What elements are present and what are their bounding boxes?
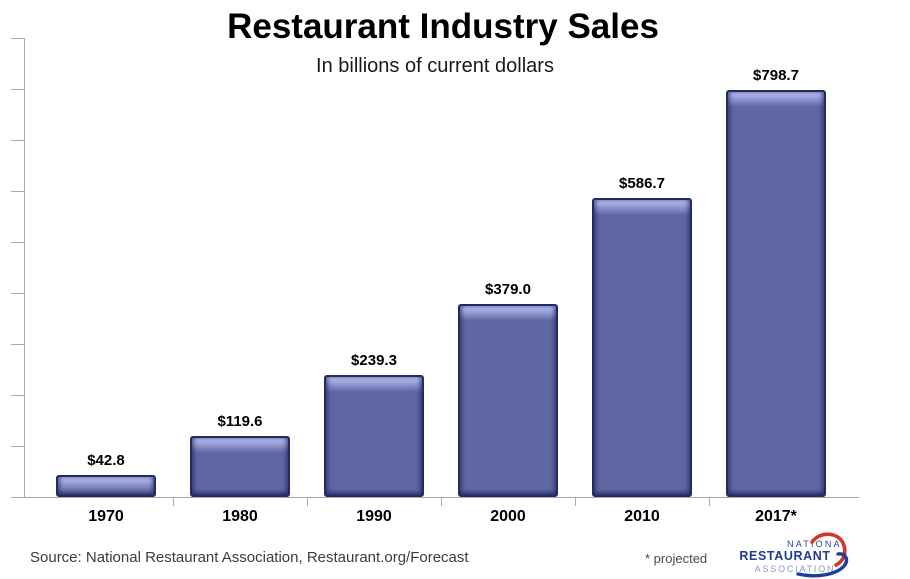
logo-text-association: ASSOCIATION <box>755 564 836 574</box>
x-axis-line <box>11 497 859 498</box>
y-axis-tick <box>11 38 24 39</box>
x-axis-tick <box>709 498 710 506</box>
bar <box>190 436 290 497</box>
x-axis-category-label: 2017* <box>755 508 797 525</box>
logo-text-restaurant: RESTAURANT <box>740 549 831 563</box>
y-axis-tick <box>11 89 24 90</box>
x-axis-category-label: 1980 <box>222 508 258 525</box>
y-axis-tick <box>11 140 24 141</box>
bar <box>56 475 156 497</box>
bar <box>458 304 558 497</box>
y-axis-tick <box>11 344 24 345</box>
x-axis-tick <box>575 498 576 506</box>
bar-group-2017: $798.7 2017* <box>709 67 843 525</box>
y-axis-tick <box>11 293 24 294</box>
y-axis-tick <box>11 446 24 447</box>
logo-blue-swoosh <box>796 552 849 578</box>
bar-group-2010: $586.7 2010 <box>575 175 709 525</box>
y-axis-line <box>24 38 25 497</box>
x-axis-tick <box>173 498 174 506</box>
x-axis-tick <box>307 498 308 506</box>
x-axis-tick <box>441 498 442 506</box>
bar-value-label: $586.7 <box>619 175 665 192</box>
bar-value-label: $798.7 <box>753 67 799 84</box>
x-axis-category-label: 1970 <box>88 508 124 525</box>
bar-group-1990: $239.3 1990 <box>307 352 441 525</box>
bar <box>592 198 692 497</box>
x-axis-category-label: 2000 <box>490 508 526 525</box>
bar-group-1970: $42.8 1970 <box>39 452 173 525</box>
projected-footnote: * projected <box>645 551 708 566</box>
logo-text-national: NATIONAL <box>787 539 849 549</box>
bar-value-label: $379.0 <box>485 281 531 298</box>
x-axis-category-label: 1990 <box>356 508 392 525</box>
bar-value-label: $239.3 <box>351 352 397 369</box>
y-axis-tick <box>11 395 24 396</box>
national-restaurant-association-logo: NATIONAL RESTAURANT ASSOCIATION <box>740 532 849 578</box>
bar-group-1980: $119.6 1980 <box>173 413 307 525</box>
y-axis-tick <box>11 191 24 192</box>
x-axis-category-label: 2010 <box>624 508 660 525</box>
bar <box>726 90 826 497</box>
logo-red-swoosh <box>810 532 847 567</box>
bar <box>324 375 424 497</box>
y-axis-tick <box>11 242 24 243</box>
bar-value-label: $119.6 <box>217 413 263 430</box>
chart-subtitle: In billions of current dollars <box>316 55 554 77</box>
bar-group-2000: $379.0 2000 <box>441 281 575 525</box>
source-text: Source: National Restaurant Association,… <box>30 549 469 566</box>
bar-value-label: $42.8 <box>87 452 125 469</box>
chart-title: Restaurant Industry Sales <box>227 7 659 46</box>
